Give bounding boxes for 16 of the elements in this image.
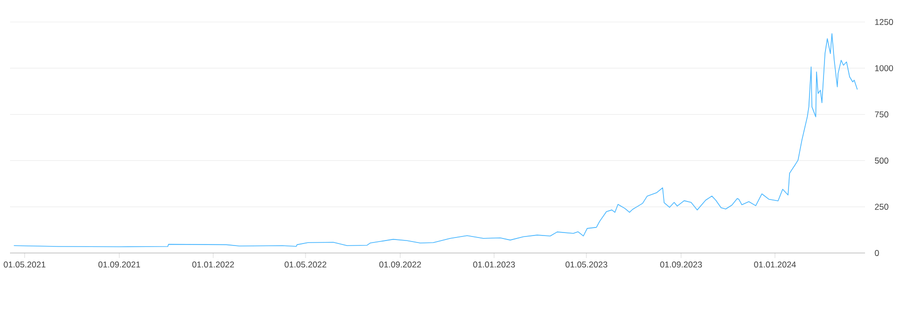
y-tick-label: 750 (874, 111, 888, 118)
line-series (13, 33, 858, 248)
x-tick-label: 01.05.2021 (4, 262, 46, 268)
x-tick-label: 01.05.2023 (566, 262, 608, 268)
x-tick-label: 01.09.2021 (98, 262, 140, 268)
x-tick-label: 01.09.2022 (379, 262, 421, 268)
x-tick-label: 01.01.2024 (754, 262, 796, 268)
y-tick-label: 1250 (875, 19, 894, 25)
y-tick-label: 250 (874, 204, 888, 210)
y-tick-label: 1000 (875, 65, 894, 72)
x-tick-label: 01.01.2023 (473, 262, 515, 268)
y-tick-label: 500 (874, 158, 888, 164)
x-tick-label: 01.05.2022 (284, 262, 326, 268)
x-tick-label: 01.09.2023 (660, 262, 702, 268)
y-tick-label: 0 (874, 250, 879, 256)
x-tick-label: 01.01.2022 (192, 262, 234, 268)
